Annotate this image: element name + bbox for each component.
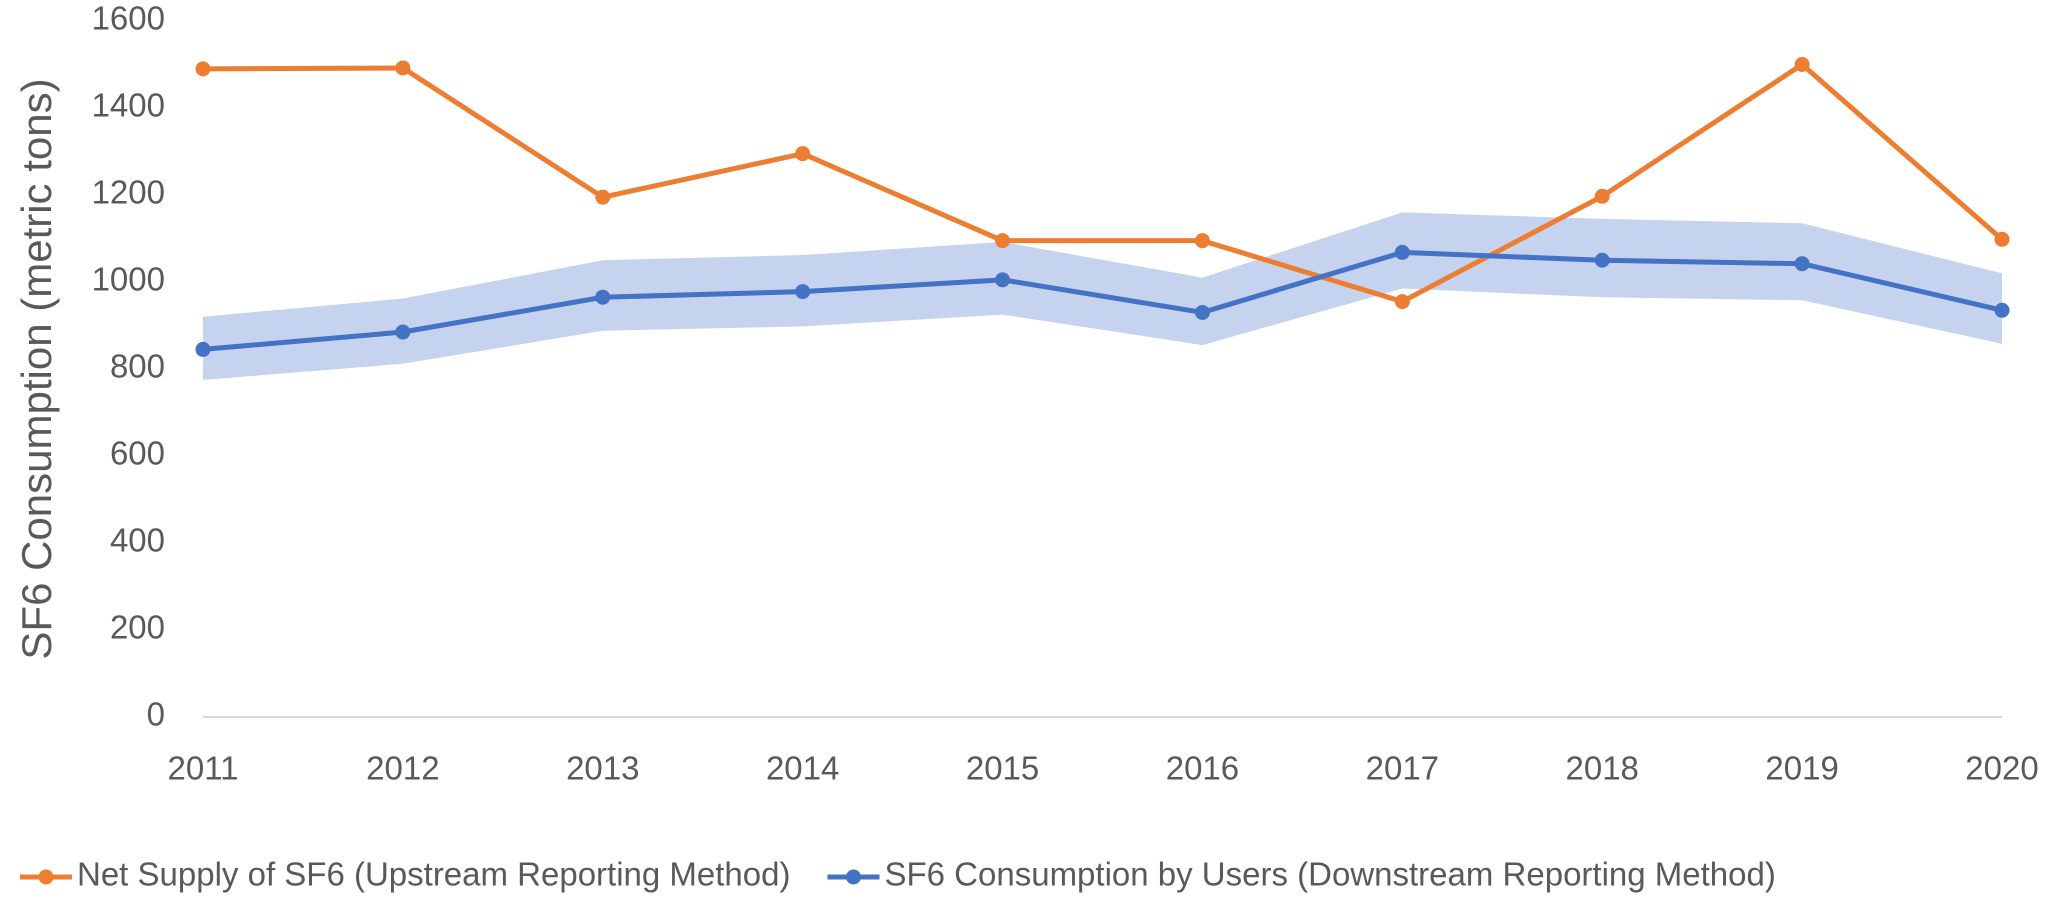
legend-marker xyxy=(845,869,861,885)
x-tick-label: 2014 xyxy=(766,750,839,787)
data-point xyxy=(1394,244,1410,260)
data-point xyxy=(195,61,211,77)
x-tick-label: 2015 xyxy=(966,750,1039,787)
data-point xyxy=(1794,57,1810,72)
y-tick-label: 1400 xyxy=(92,87,165,124)
y-axis-title: SF6 Consumption (metric tons) xyxy=(13,78,60,659)
data-point xyxy=(1994,302,2010,318)
data-point xyxy=(1994,231,2010,247)
data-point xyxy=(1794,256,1810,272)
y-tick-label: 600 xyxy=(110,435,165,472)
data-point xyxy=(395,60,411,76)
legend-label: Net Supply of SF6 (Upstream Reporting Me… xyxy=(77,856,790,893)
data-point xyxy=(1194,233,1210,249)
y-tick-label: 1000 xyxy=(92,261,165,298)
x-tick-label: 2011 xyxy=(168,750,239,787)
data-point xyxy=(1194,304,1210,320)
data-point xyxy=(1394,294,1410,310)
data-point xyxy=(995,272,1011,288)
data-point xyxy=(995,233,1011,249)
data-point xyxy=(595,189,611,205)
y-tick-label: 400 xyxy=(110,522,165,559)
data-point xyxy=(1594,188,1610,204)
data-point xyxy=(595,289,611,305)
x-tick-label: 2013 xyxy=(566,750,639,787)
x-tick-label: 2020 xyxy=(1965,750,2038,787)
data-point xyxy=(195,341,211,357)
legend-marker xyxy=(38,869,54,885)
x-tick-label: 2019 xyxy=(1765,750,1838,787)
data-point xyxy=(795,284,811,300)
x-tick-label: 2012 xyxy=(366,750,439,787)
series-line xyxy=(202,249,2003,352)
x-tick-label: 2017 xyxy=(1366,750,1439,787)
legend-label: SF6 Consumption by Users (Downstream Rep… xyxy=(884,856,1775,893)
data-point xyxy=(395,324,411,340)
y-tick-label: 1200 xyxy=(92,174,165,211)
y-tick-label: 200 xyxy=(110,609,165,646)
series-line xyxy=(202,62,2004,305)
y-tick-label: 800 xyxy=(110,348,165,385)
y-tick-label: 1600 xyxy=(92,0,165,37)
x-tick-label: 2018 xyxy=(1566,750,1639,787)
x-tick-label: 2016 xyxy=(1166,750,1239,787)
data-point xyxy=(1594,252,1610,268)
data-point xyxy=(795,146,811,162)
y-tick-label: 0 xyxy=(147,696,165,733)
